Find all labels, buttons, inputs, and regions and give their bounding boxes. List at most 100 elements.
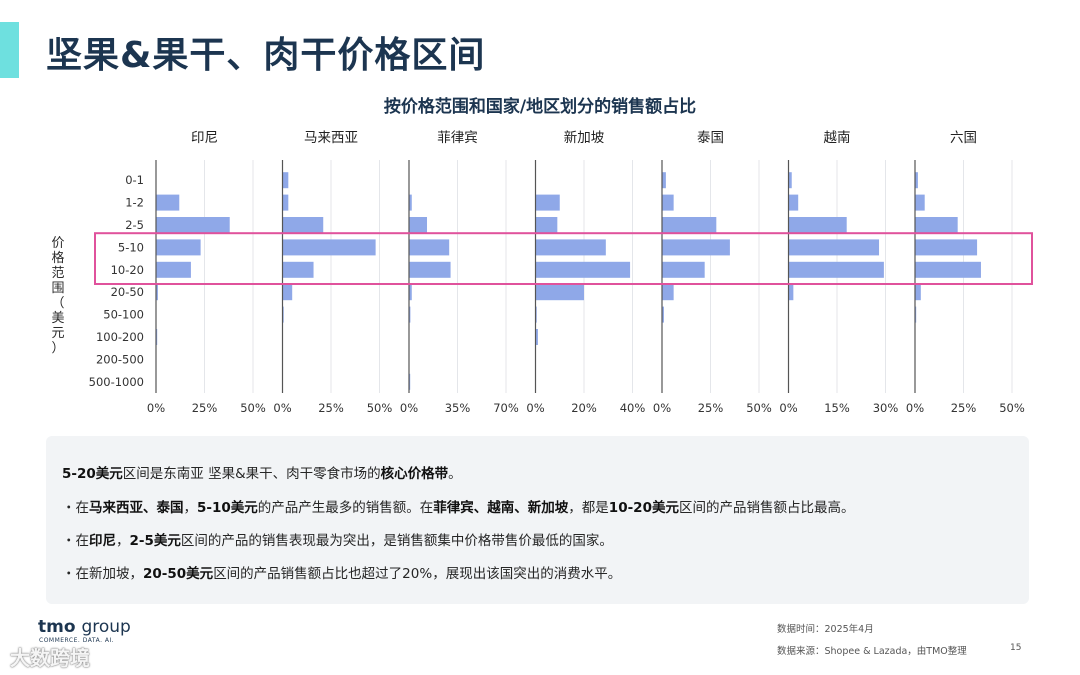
- bar: [409, 194, 412, 211]
- category-label: 500-1000: [89, 375, 144, 389]
- bar: [282, 284, 293, 301]
- bar: [535, 284, 584, 301]
- watermark: 大数跨境: [10, 646, 90, 670]
- tick-label: 35%: [445, 401, 471, 415]
- bar: [156, 194, 180, 211]
- tick-label: 25%: [318, 401, 344, 415]
- bar: [156, 329, 158, 345]
- panel-title: 六国: [950, 130, 977, 146]
- panel-title: 泰国: [697, 130, 724, 146]
- bullet-text: ，: [183, 500, 198, 516]
- logo-group-text: group: [81, 617, 131, 637]
- highlight-box: [94, 232, 1033, 285]
- bar: [156, 284, 158, 301]
- category-label: 100-200: [96, 330, 144, 344]
- tick-label: 0%: [653, 401, 671, 415]
- bar: [662, 194, 674, 211]
- category-label: 5-10: [118, 240, 144, 254]
- logo-tagline: COMMERCE. DATA. AI.: [39, 637, 115, 644]
- page-number: 15: [1010, 643, 1022, 653]
- tick-label: 0%: [273, 401, 291, 415]
- bar: [535, 194, 560, 211]
- bar: [156, 239, 201, 256]
- bar: [788, 172, 792, 189]
- bullet-bold: 印尼: [89, 533, 116, 549]
- bar: [915, 217, 958, 233]
- headline-price-band: 5-20美元: [62, 466, 123, 482]
- tick-label: 50%: [367, 401, 393, 415]
- panel-title: 新加坡: [564, 130, 605, 146]
- bullet-bold: 10-20美元: [608, 500, 679, 516]
- tick-label: 25%: [192, 401, 218, 415]
- bar: [788, 217, 847, 233]
- tick-label: 15%: [824, 401, 850, 415]
- bullet-text: 的产品产生最多的销售额。在: [257, 500, 434, 516]
- chart-title: 按价格范围和国家/地区划分的销售额占比: [384, 96, 696, 117]
- bar: [915, 194, 925, 211]
- summary-headline: 5-20美元区间是东南亚 坚果&果干、肉干零食市场的核心价格带。: [62, 462, 462, 482]
- bar: [915, 172, 918, 189]
- bar: [535, 261, 631, 278]
- bar: [788, 261, 884, 278]
- bullet-text: 区间的产品销售额占比也超过了20%，展现出该国突出的消费水平。: [213, 566, 622, 582]
- bar: [662, 217, 717, 233]
- bar: [788, 239, 880, 256]
- bullet-text: ・在新加坡，: [62, 566, 143, 582]
- tick-label: 25%: [951, 401, 977, 415]
- bar: [535, 306, 537, 323]
- panel-title: 印尼: [191, 130, 218, 146]
- bar: [788, 194, 799, 211]
- tick-label: 0%: [400, 401, 418, 415]
- bullet-bold: 2-5美元: [129, 533, 181, 549]
- panel-title: 马来西亚: [304, 130, 358, 146]
- bullet-text: ，: [116, 533, 130, 549]
- tick-label: 25%: [698, 401, 724, 415]
- summary-bullet-3: ・在新加坡，20-50美元区间的产品销售额占比也超过了20%，展现出该国突出的消…: [62, 562, 621, 582]
- bar: [662, 261, 705, 278]
- category-label: 10-20: [111, 263, 144, 277]
- tick-label: 20%: [571, 401, 597, 415]
- bar: [156, 217, 230, 233]
- summary-bullet-2: ・在印尼，2-5美元区间的产品的销售表现最为突出，是销售额集中价格带售价最低的国…: [62, 529, 613, 549]
- panel-title: 越南: [824, 130, 851, 146]
- bar: [409, 306, 411, 323]
- bullet-bold: 5-10美元: [197, 500, 258, 516]
- bar: [282, 261, 314, 278]
- bar: [535, 329, 538, 345]
- bar: [282, 194, 289, 211]
- bullet-text: 区间的产品销售额占比最高。: [678, 500, 855, 516]
- bullet-bold: 20-50美元: [143, 566, 214, 582]
- summary-panel: 5-20美元区间是东南亚 坚果&果干、肉干零食市场的核心价格带。 ・在马来西亚、…: [46, 436, 1029, 604]
- logo-text: tmo: [38, 617, 76, 637]
- summary-bullet-1: ・在马来西亚、泰国，5-10美元的产品产生最多的销售额。在菲律宾、越南、新加坡，…: [62, 496, 854, 516]
- tick-label: 50%: [746, 401, 772, 415]
- bar: [535, 239, 606, 256]
- tick-label: 50%: [999, 401, 1025, 415]
- bar: [282, 217, 324, 233]
- page-title: 坚果&果干、肉干价格区间: [46, 35, 486, 76]
- tick-label: 0%: [906, 401, 924, 415]
- tmo-logo: tmo group: [38, 617, 131, 637]
- bar: [662, 239, 730, 256]
- bar: [409, 284, 412, 301]
- y-axis-label: 价格范围（美元）: [51, 236, 65, 356]
- category-label: 200-500: [96, 352, 144, 366]
- bullet-text: ，都是: [568, 500, 609, 516]
- bar: [915, 239, 978, 256]
- bar: [915, 284, 921, 301]
- tick-label: 0%: [779, 401, 797, 415]
- bar: [156, 261, 191, 278]
- category-label: 50-100: [103, 308, 144, 322]
- footer-source: 数据来源：Shopee & Lazada，由TMO整理: [777, 646, 967, 657]
- bar: [662, 284, 674, 301]
- bullet-text: 区间的产品的销售表现最为突出，是销售额集中价格带售价最低的国家。: [180, 533, 613, 549]
- headline-text: 区间是东南亚 坚果&果干、肉干零食市场的: [122, 466, 381, 482]
- bullet-bold: 菲律宾、越南、新加坡: [433, 500, 569, 516]
- bar: [535, 217, 558, 233]
- bar: [409, 239, 450, 256]
- bar: [662, 306, 664, 323]
- tick-label: 50%: [240, 401, 266, 415]
- bar: [282, 172, 289, 189]
- title-accent-bar: [0, 22, 19, 78]
- panel-title: 菲律宾: [437, 130, 478, 146]
